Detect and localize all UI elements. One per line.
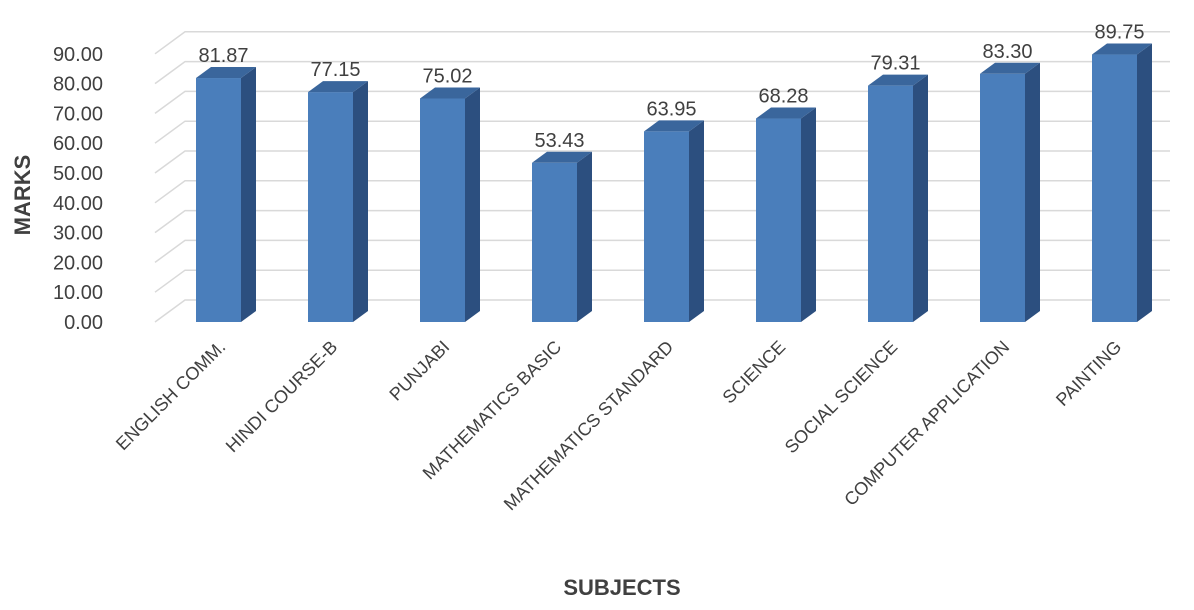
data-label: 77.15 (310, 59, 360, 81)
bar (1092, 43, 1152, 323)
y-tick-label: 70.00 (53, 103, 103, 125)
x-tick-label: PUNJABI (385, 337, 453, 405)
y-tick-label: 40.00 (53, 193, 103, 215)
bar-front (532, 162, 577, 322)
x-axis-title: SUBJECTS (563, 575, 680, 600)
x-tick-label: PAINTING (1052, 337, 1125, 410)
gridline (154, 60, 1170, 85)
y-tick-label: 0.00 (64, 312, 103, 334)
gridline (154, 209, 1170, 234)
bar-front (644, 131, 689, 322)
bar (420, 87, 480, 322)
gridline (154, 180, 1170, 204)
x-tick-label: SCIENCE (719, 337, 790, 408)
bar-top (308, 81, 368, 93)
y-tick-label: 20.00 (53, 252, 103, 274)
bar-front (1092, 54, 1137, 323)
bar-side (1137, 43, 1152, 323)
bar-top (420, 87, 480, 99)
bar (980, 62, 1040, 323)
bar-top (756, 107, 816, 119)
y-tick-label: 80.00 (53, 74, 103, 96)
bar (196, 67, 256, 322)
bar (308, 81, 368, 322)
gridline (154, 120, 1170, 144)
bar-side (1025, 62, 1040, 323)
bar-side (801, 107, 816, 322)
bar-top (980, 62, 1040, 74)
bar (868, 74, 928, 323)
x-tick-label: ENGLISH COMM. (112, 337, 229, 454)
x-tick-label: HINDI COURSE-B (222, 337, 342, 457)
bar-top (532, 151, 592, 163)
y-tick-label: 90.00 (53, 44, 103, 66)
bar-side (913, 74, 928, 323)
bar-side (353, 81, 368, 322)
data-label: 68.28 (758, 86, 808, 108)
gridline (154, 150, 1170, 174)
y-axis-title: MARKS (10, 155, 35, 236)
bar-top (644, 120, 704, 132)
data-label: 63.95 (646, 98, 696, 120)
bar-front (308, 92, 353, 322)
data-label: 83.30 (982, 41, 1032, 63)
bar-side (577, 151, 592, 322)
bar-front (196, 78, 241, 322)
gridline (154, 31, 1170, 55)
gridline (154, 90, 1170, 115)
bar-front (756, 118, 801, 322)
bar (644, 120, 704, 322)
bar (532, 151, 592, 322)
data-label: 53.43 (534, 130, 584, 152)
bar-side (689, 120, 704, 322)
data-label: 75.02 (422, 65, 472, 87)
bar-side (465, 87, 480, 322)
y-tick-label: 60.00 (53, 133, 103, 155)
bar (756, 107, 816, 322)
y-tick-label: 30.00 (53, 223, 103, 245)
bar-front (420, 98, 465, 322)
data-label: 79.31 (870, 53, 920, 75)
y-tick-label: 50.00 (53, 163, 103, 185)
bar-top (196, 67, 256, 79)
gridline (154, 269, 1170, 293)
gridline (154, 239, 1170, 264)
data-label: 81.87 (198, 45, 248, 67)
bar-side (241, 67, 256, 322)
gridline (154, 299, 1170, 323)
y-tick-label: 10.00 (53, 282, 103, 304)
x-tick-label: SOCIAL SCIENCE (781, 337, 901, 457)
bar-front (980, 73, 1025, 323)
data-label: 89.75 (1094, 22, 1144, 44)
bar-front (868, 85, 913, 323)
bar-top (1092, 43, 1152, 55)
bar-top (868, 74, 928, 86)
